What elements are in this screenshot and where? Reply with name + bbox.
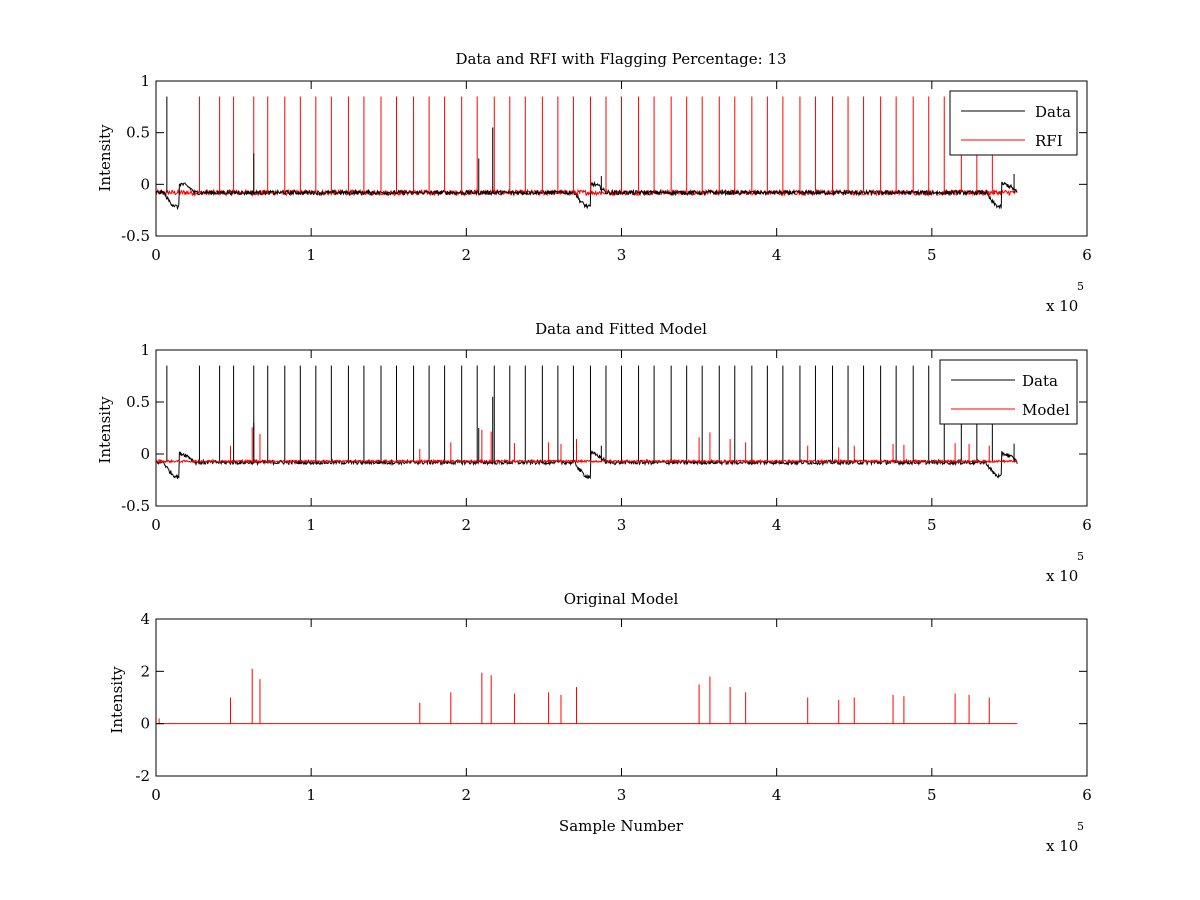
series-group	[156, 96, 1018, 211]
legend: Data RFI	[949, 90, 1078, 156]
x-tick-label: 2	[462, 786, 472, 804]
y-tick-label: 1	[140, 341, 150, 359]
x-tick-label: 3	[617, 786, 627, 804]
panel-model-fit: Data and Fitted Model 0 1 2 3 4 5 6-0.500.51Da…	[96, 320, 1092, 585]
y-tick-label: 0.5	[126, 393, 150, 411]
legend-entry: Data	[1035, 103, 1071, 121]
x-multiplier-rfi: x 10	[1046, 297, 1078, 315]
legend-entry: Data	[1022, 372, 1058, 390]
series-group	[156, 365, 1018, 480]
y-tick-label: 0	[140, 715, 150, 733]
ylabel-model-fit: Intensity	[96, 396, 114, 464]
x-tick-label: 3	[617, 516, 627, 534]
y-tick-label: 0	[140, 175, 150, 193]
ylabel-original-model: Intensity	[108, 666, 126, 734]
x-tick-label: 6	[1082, 246, 1092, 264]
x-tick-label: 1	[306, 246, 316, 264]
series-group	[156, 668, 1018, 725]
x-multiplier-base: x 10	[1046, 297, 1078, 315]
x-multiplier-exp-original-model: 5	[1077, 820, 1084, 833]
y-tick-label: 1	[140, 72, 150, 90]
x-tick-label: 4	[772, 246, 782, 264]
x-tick-label: 4	[772, 786, 782, 804]
x-tick-label: 0	[151, 516, 161, 534]
title-model-fit: Data and Fitted Model	[535, 320, 707, 338]
legend: Data Model	[939, 359, 1078, 425]
x-tick-label: 5	[927, 786, 937, 804]
ylabel-rfi: Intensity	[96, 124, 114, 192]
xlabel-original-model: Sample Number	[559, 817, 684, 835]
title-original-model: Original Model	[564, 590, 679, 608]
y-tick-label: -2	[135, 767, 150, 785]
y-tick-label: -0.5	[121, 227, 150, 245]
rfi-trace	[156, 188, 1018, 198]
x-multiplier-original-model: x 10	[1046, 837, 1078, 855]
x-tick-label: 1	[306, 786, 316, 804]
x-tick-label: 3	[617, 246, 627, 264]
y-tick-label: -0.5	[121, 497, 150, 515]
title-rfi: Data and RFI with Flagging Percentage: 1…	[455, 50, 786, 68]
axes-box	[155, 618, 1088, 777]
x-tick-label: 4	[772, 516, 782, 534]
x-tick-label: 2	[462, 246, 472, 264]
legend-entry: RFI	[1035, 132, 1063, 150]
y-tick-label: 4	[140, 610, 150, 628]
x-tick-label: 1	[306, 516, 316, 534]
x-multiplier-model-fit: x 10	[1046, 567, 1078, 585]
x-tick-label: 5	[927, 246, 937, 264]
model-trace	[156, 458, 1018, 464]
y-tick-label: 2	[140, 662, 150, 680]
panel-rfi: Data and RFI with Flagging Percentage: 1…	[96, 50, 1092, 315]
x-tick-label: 6	[1082, 786, 1092, 804]
x-tick-label: 2	[462, 516, 472, 534]
x-tick-label: 0	[151, 246, 161, 264]
x-tick-label: 0	[151, 786, 161, 804]
legend-entry: Model	[1022, 401, 1070, 419]
x-tick-label: 5	[927, 516, 937, 534]
y-tick-label: 0.5	[126, 124, 150, 142]
x-multiplier-exp-rfi: 5	[1077, 280, 1084, 293]
x-tick-label: 6	[1082, 516, 1092, 534]
data-trace	[156, 180, 1018, 211]
y-tick-label: 0	[140, 445, 150, 463]
x-multiplier-exp-model-fit: 5	[1077, 550, 1084, 563]
